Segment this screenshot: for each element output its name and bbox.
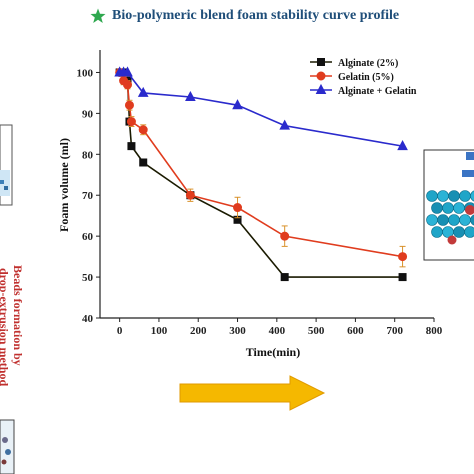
series-line: [119, 71, 403, 147]
data-point: [280, 273, 289, 282]
legend-label: Alginate (2%): [338, 58, 398, 69]
side-label: Beads formation by drop-extrusion method: [0, 265, 25, 386]
data-point: [139, 158, 148, 167]
series-line: [119, 71, 403, 278]
y-tick-label: 40: [82, 313, 94, 325]
y-tick-label: 90: [82, 108, 94, 120]
x-tick-label: 700: [386, 325, 403, 337]
data-point: [138, 125, 148, 135]
x-axis-label: Time(min): [246, 345, 300, 359]
side-label-line2: drop-extrusion method: [0, 268, 11, 386]
y-tick-label: 70: [82, 190, 94, 202]
bubble: [447, 235, 457, 245]
x-tick-label: 300: [229, 325, 246, 337]
data-point: [122, 66, 133, 77]
x-tick-label: 100: [151, 325, 168, 337]
legend-label: Alginate + Gelatin: [338, 86, 417, 97]
data-point: [398, 273, 407, 282]
legend-marker: [317, 58, 325, 66]
data-point: [127, 142, 136, 151]
legend: Alginate (2%) Gelatin (5%) Alginate + Gela…: [310, 58, 417, 97]
data-point: [233, 203, 243, 213]
x-tick-label: 600: [347, 325, 364, 337]
data-point: [185, 190, 195, 200]
data-point: [126, 117, 136, 127]
data-point: [137, 86, 149, 97]
left-illustration: [0, 124, 15, 474]
bubble: [426, 190, 438, 202]
bubble: [465, 205, 474, 215]
x-tick-label: 200: [190, 325, 207, 337]
bubble: [448, 214, 460, 226]
series-line: [118, 72, 403, 258]
x-tick-label: 800: [426, 325, 443, 337]
y-tick-label: 50: [82, 272, 94, 284]
bubble: [453, 202, 465, 214]
green-star-icon: [90, 8, 106, 23]
y-tick-label: 100: [77, 67, 94, 79]
data-point: [398, 252, 408, 262]
data-point: [232, 99, 243, 110]
data-point: [279, 119, 291, 130]
legend-marker: [315, 83, 327, 94]
legend-marker: [316, 71, 326, 81]
bubble: [464, 226, 474, 238]
data-point: [280, 231, 290, 241]
y-tick-label: 80: [82, 149, 94, 161]
bubble: [437, 214, 449, 226]
process-arrow: [179, 375, 326, 411]
bubble: [453, 226, 465, 238]
series-layer: [114, 66, 408, 282]
chart-title-text: Bio-polymeric blend foam stability curve…: [112, 8, 400, 23]
bubble: [448, 190, 460, 202]
x-tick-label: 500: [308, 325, 325, 337]
data-point: [185, 90, 196, 102]
plot-area: 0 100 200 300 400 500 600 700 800 40 50 60 70 80 90 100…: [57, 50, 443, 359]
series-0: [115, 68, 407, 282]
foam-illustration: [423, 149, 474, 261]
x-tick-label: 400: [269, 325, 286, 337]
series-2: [114, 66, 408, 151]
data-point: [124, 100, 134, 110]
bubble: [470, 190, 474, 202]
series-1: [115, 67, 408, 268]
x-tick-label: 0: [117, 325, 123, 337]
bubble: [431, 226, 443, 238]
y-tick-label: 60: [82, 231, 94, 243]
legend-label: Gelatin (5%): [338, 72, 394, 83]
chart-title: Bio-polymeric blend foam stability curve…: [90, 8, 450, 24]
bubble: [442, 202, 454, 214]
data-point: [123, 80, 133, 90]
bubble: [437, 190, 449, 202]
data-point: [397, 140, 408, 151]
bubble: [459, 214, 471, 226]
side-label-line1: Beads formation by: [11, 265, 25, 366]
bubble: [426, 214, 438, 226]
bubble: [470, 214, 474, 226]
bubble: [431, 202, 443, 214]
bubble: [459, 190, 471, 202]
y-axis-label: Foam volume (ml): [57, 138, 71, 232]
